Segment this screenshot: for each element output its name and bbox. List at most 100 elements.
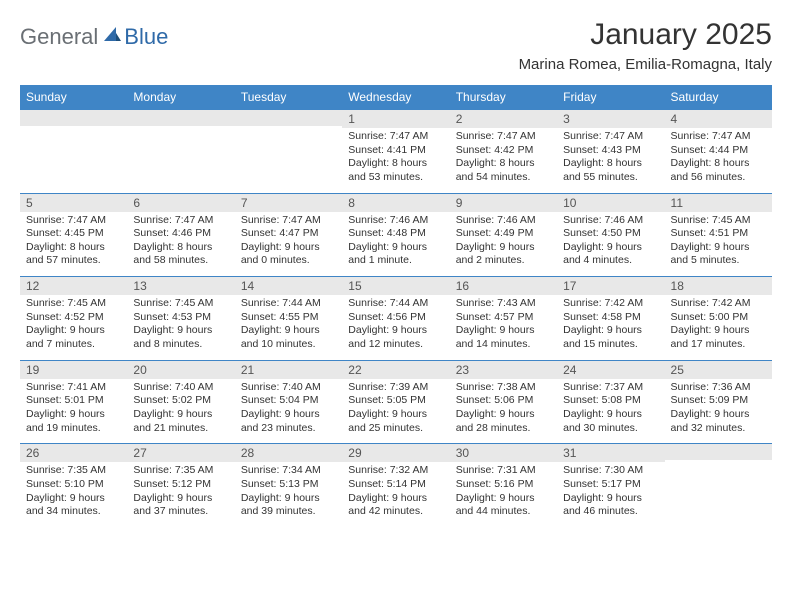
day-details: Sunrise: 7:44 AMSunset: 4:56 PMDaylight:… [342,295,449,360]
day-details: Sunrise: 7:47 AMSunset: 4:46 PMDaylight:… [127,212,234,277]
sunset-text: Sunset: 4:57 PM [456,311,551,325]
calendar-week-row: 26Sunrise: 7:35 AMSunset: 5:10 PMDayligh… [20,444,772,527]
calendar-cell: 6Sunrise: 7:47 AMSunset: 4:46 PMDaylight… [127,193,234,277]
calendar-cell [20,110,127,194]
day-details [665,460,772,512]
sunset-text: Sunset: 5:05 PM [348,394,443,408]
sunset-text: Sunset: 4:58 PM [563,311,658,325]
day-number: 10 [557,194,664,212]
daylight-text: Daylight: 9 hours and 21 minutes. [133,408,228,435]
sunset-text: Sunset: 4:47 PM [241,227,336,241]
calendar-cell: 31Sunrise: 7:30 AMSunset: 5:17 PMDayligh… [557,444,664,527]
day-details: Sunrise: 7:42 AMSunset: 4:58 PMDaylight:… [557,295,664,360]
day-number: 4 [665,110,772,128]
day-number: 1 [342,110,449,128]
calendar-cell: 20Sunrise: 7:40 AMSunset: 5:02 PMDayligh… [127,360,234,444]
sunset-text: Sunset: 4:45 PM [26,227,121,241]
day-number: 9 [450,194,557,212]
daylight-text: Daylight: 9 hours and 28 minutes. [456,408,551,435]
day-number: 17 [557,277,664,295]
sunset-text: Sunset: 5:16 PM [456,478,551,492]
day-details: Sunrise: 7:45 AMSunset: 4:52 PMDaylight:… [20,295,127,360]
sunrise-text: Sunrise: 7:35 AM [26,464,121,478]
sunrise-text: Sunrise: 7:47 AM [133,214,228,228]
daylight-text: Daylight: 8 hours and 56 minutes. [671,157,766,184]
daylight-text: Daylight: 9 hours and 46 minutes. [563,492,658,519]
daylight-text: Daylight: 9 hours and 44 minutes. [456,492,551,519]
sunrise-text: Sunrise: 7:45 AM [671,214,766,228]
day-details [235,126,342,178]
day-number: 8 [342,194,449,212]
sunset-text: Sunset: 5:02 PM [133,394,228,408]
calendar-cell: 18Sunrise: 7:42 AMSunset: 5:00 PMDayligh… [665,277,772,361]
sunset-text: Sunset: 4:53 PM [133,311,228,325]
day-number: 14 [235,277,342,295]
sunset-text: Sunset: 4:43 PM [563,144,658,158]
sunrise-text: Sunrise: 7:39 AM [348,381,443,395]
day-details: Sunrise: 7:35 AMSunset: 5:10 PMDaylight:… [20,462,127,527]
day-details: Sunrise: 7:34 AMSunset: 5:13 PMDaylight:… [235,462,342,527]
calendar-cell: 24Sunrise: 7:37 AMSunset: 5:08 PMDayligh… [557,360,664,444]
day-number: 19 [20,361,127,379]
daylight-text: Daylight: 9 hours and 12 minutes. [348,324,443,351]
sunrise-text: Sunrise: 7:47 AM [563,130,658,144]
day-number: 12 [20,277,127,295]
sunset-text: Sunset: 5:09 PM [671,394,766,408]
daylight-text: Daylight: 8 hours and 54 minutes. [456,157,551,184]
calendar-week-row: 19Sunrise: 7:41 AMSunset: 5:01 PMDayligh… [20,360,772,444]
sunset-text: Sunset: 5:04 PM [241,394,336,408]
daylight-text: Daylight: 9 hours and 8 minutes. [133,324,228,351]
calendar-week-row: 1Sunrise: 7:47 AMSunset: 4:41 PMDaylight… [20,110,772,194]
daylight-text: Daylight: 9 hours and 15 minutes. [563,324,658,351]
calendar-cell: 27Sunrise: 7:35 AMSunset: 5:12 PMDayligh… [127,444,234,527]
day-header: Monday [127,85,234,110]
day-header: Saturday [665,85,772,110]
sunrise-text: Sunrise: 7:35 AM [133,464,228,478]
day-number: 13 [127,277,234,295]
daylight-text: Daylight: 8 hours and 57 minutes. [26,241,121,268]
header: General Blue January 2025 Marina Romea, … [20,18,772,73]
day-number [127,110,234,126]
calendar-week-row: 12Sunrise: 7:45 AMSunset: 4:52 PMDayligh… [20,277,772,361]
day-details: Sunrise: 7:32 AMSunset: 5:14 PMDaylight:… [342,462,449,527]
calendar-cell: 12Sunrise: 7:45 AMSunset: 4:52 PMDayligh… [20,277,127,361]
sunset-text: Sunset: 5:17 PM [563,478,658,492]
day-details: Sunrise: 7:45 AMSunset: 4:51 PMDaylight:… [665,212,772,277]
sunrise-text: Sunrise: 7:40 AM [241,381,336,395]
sunset-text: Sunset: 5:13 PM [241,478,336,492]
calendar-table: Sunday Monday Tuesday Wednesday Thursday… [20,85,772,527]
calendar-cell: 17Sunrise: 7:42 AMSunset: 4:58 PMDayligh… [557,277,664,361]
sunrise-text: Sunrise: 7:47 AM [241,214,336,228]
day-number: 18 [665,277,772,295]
calendar-cell [127,110,234,194]
day-details: Sunrise: 7:46 AMSunset: 4:48 PMDaylight:… [342,212,449,277]
sunset-text: Sunset: 4:41 PM [348,144,443,158]
sunset-text: Sunset: 5:14 PM [348,478,443,492]
day-number: 6 [127,194,234,212]
sunrise-text: Sunrise: 7:44 AM [241,297,336,311]
calendar-cell: 11Sunrise: 7:45 AMSunset: 4:51 PMDayligh… [665,193,772,277]
calendar-cell: 21Sunrise: 7:40 AMSunset: 5:04 PMDayligh… [235,360,342,444]
day-number: 5 [20,194,127,212]
day-details: Sunrise: 7:47 AMSunset: 4:41 PMDaylight:… [342,128,449,193]
sunset-text: Sunset: 4:50 PM [563,227,658,241]
day-number: 2 [450,110,557,128]
day-number: 23 [450,361,557,379]
day-details: Sunrise: 7:40 AMSunset: 5:02 PMDaylight:… [127,379,234,444]
sunset-text: Sunset: 4:44 PM [671,144,766,158]
day-details: Sunrise: 7:35 AMSunset: 5:12 PMDaylight:… [127,462,234,527]
day-details: Sunrise: 7:31 AMSunset: 5:16 PMDaylight:… [450,462,557,527]
calendar-cell: 30Sunrise: 7:31 AMSunset: 5:16 PMDayligh… [450,444,557,527]
calendar-cell: 23Sunrise: 7:38 AMSunset: 5:06 PMDayligh… [450,360,557,444]
sunset-text: Sunset: 5:01 PM [26,394,121,408]
day-details: Sunrise: 7:47 AMSunset: 4:44 PMDaylight:… [665,128,772,193]
calendar-cell: 10Sunrise: 7:46 AMSunset: 4:50 PMDayligh… [557,193,664,277]
calendar-cell: 19Sunrise: 7:41 AMSunset: 5:01 PMDayligh… [20,360,127,444]
day-details: Sunrise: 7:47 AMSunset: 4:47 PMDaylight:… [235,212,342,277]
sunset-text: Sunset: 5:12 PM [133,478,228,492]
sunset-text: Sunset: 5:08 PM [563,394,658,408]
sunset-text: Sunset: 4:51 PM [671,227,766,241]
daylight-text: Daylight: 9 hours and 10 minutes. [241,324,336,351]
sunset-text: Sunset: 4:52 PM [26,311,121,325]
calendar-cell: 29Sunrise: 7:32 AMSunset: 5:14 PMDayligh… [342,444,449,527]
